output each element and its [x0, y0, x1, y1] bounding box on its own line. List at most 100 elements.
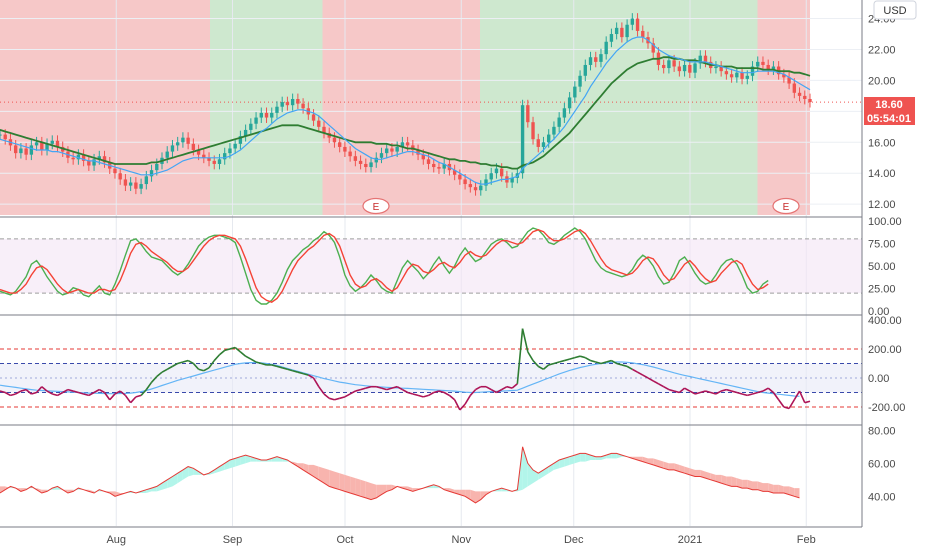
- candle[interactable]: [144, 170, 149, 190]
- candle[interactable]: [688, 59, 692, 79]
- candle[interactable]: [735, 67, 739, 83]
- candle[interactable]: [76, 149, 81, 165]
- candle[interactable]: [740, 67, 744, 85]
- candle[interactable]: [118, 167, 122, 185]
- candle[interactable]: [29, 139, 34, 161]
- candle[interactable]: [181, 132, 185, 148]
- candle[interactable]: [223, 147, 227, 165]
- candle[interactable]: [285, 96, 290, 111]
- candle[interactable]: [280, 96, 284, 113]
- candle[interactable]: [620, 22, 624, 43]
- candle[interactable]: [296, 93, 300, 110]
- candle[interactable]: [468, 178, 473, 193]
- candle[interactable]: [50, 135, 54, 150]
- candle[interactable]: [766, 59, 770, 76]
- candle[interactable]: [594, 51, 598, 68]
- candle[interactable]: [270, 107, 274, 123]
- candle[interactable]: [128, 177, 133, 192]
- candle[interactable]: [45, 138, 49, 156]
- candle[interactable]: [661, 59, 666, 74]
- candle[interactable]: [531, 116, 535, 145]
- candle[interactable]: [641, 25, 645, 43]
- candle[interactable]: [290, 93, 295, 111]
- candle[interactable]: [761, 56, 765, 71]
- candle[interactable]: [651, 37, 655, 59]
- candle[interactable]: [557, 112, 561, 133]
- candle[interactable]: [703, 50, 708, 68]
- candle[interactable]: [0, 129, 2, 140]
- candle[interactable]: [379, 147, 384, 164]
- candle[interactable]: [803, 90, 807, 105]
- candle[interactable]: [385, 143, 389, 159]
- candle[interactable]: [170, 139, 175, 157]
- candle[interactable]: [92, 153, 96, 171]
- candle[interactable]: [484, 174, 488, 192]
- candle[interactable]: [249, 118, 253, 136]
- candle[interactable]: [750, 61, 755, 82]
- candle[interactable]: [808, 93, 812, 108]
- candle[interactable]: [797, 87, 802, 102]
- candle[interactable]: [400, 136, 405, 153]
- candle[interactable]: [175, 136, 180, 151]
- currency-badge[interactable]: [873, 0, 917, 20]
- candle[interactable]: [792, 78, 797, 99]
- candle[interactable]: [437, 161, 441, 175]
- candle[interactable]: [301, 98, 305, 114]
- candle[interactable]: [113, 163, 117, 179]
- candle[interactable]: [562, 102, 567, 123]
- candle[interactable]: [243, 124, 248, 142]
- candle[interactable]: [217, 153, 222, 170]
- candle[interactable]: [71, 152, 75, 165]
- candle[interactable]: [343, 141, 347, 157]
- candle[interactable]: [369, 156, 373, 173]
- candle[interactable]: [771, 61, 776, 76]
- candle[interactable]: [238, 130, 243, 150]
- candle[interactable]: [102, 150, 107, 168]
- stochastic-pane[interactable]: [0, 227, 862, 305]
- candle[interactable]: [583, 59, 587, 82]
- candle[interactable]: [322, 121, 326, 139]
- candle[interactable]: [599, 48, 603, 68]
- candle[interactable]: [682, 59, 687, 77]
- candle[interactable]: [87, 155, 91, 171]
- price-pane[interactable]: [0, 13, 862, 196]
- candle[interactable]: [578, 70, 582, 93]
- candle[interactable]: [55, 135, 60, 153]
- candle[interactable]: [432, 158, 436, 173]
- candle[interactable]: [149, 164, 154, 182]
- candle[interactable]: [13, 139, 18, 159]
- candle[interactable]: [191, 138, 196, 156]
- candle[interactable]: [207, 152, 211, 167]
- candle[interactable]: [358, 155, 363, 170]
- candle[interactable]: [458, 169, 462, 185]
- candle[interactable]: [719, 61, 723, 77]
- earnings-marker-1[interactable]: E: [362, 197, 390, 215]
- candle[interactable]: [123, 174, 128, 192]
- candle[interactable]: [186, 132, 190, 150]
- candle[interactable]: [473, 181, 478, 196]
- candle[interactable]: [552, 121, 556, 140]
- candle[interactable]: [311, 109, 316, 127]
- candle[interactable]: [677, 61, 682, 77]
- candle[interactable]: [353, 150, 358, 167]
- candle[interactable]: [348, 146, 352, 162]
- candle[interactable]: [364, 158, 368, 173]
- candle[interactable]: [337, 136, 342, 153]
- oscillator-pane[interactable]: [0, 446, 800, 504]
- candle[interactable]: [756, 56, 760, 72]
- candle[interactable]: [604, 36, 608, 60]
- candle[interactable]: [635, 13, 640, 37]
- candle[interactable]: [573, 81, 577, 103]
- candle[interactable]: [416, 144, 420, 161]
- candle[interactable]: [698, 50, 702, 69]
- candle[interactable]: [729, 68, 734, 83]
- candle[interactable]: [452, 164, 457, 181]
- candle[interactable]: [614, 22, 619, 40]
- candle[interactable]: [81, 149, 86, 167]
- candle[interactable]: [714, 61, 718, 74]
- candle[interactable]: [479, 180, 483, 196]
- candle[interactable]: [787, 71, 791, 89]
- candle[interactable]: [233, 138, 237, 154]
